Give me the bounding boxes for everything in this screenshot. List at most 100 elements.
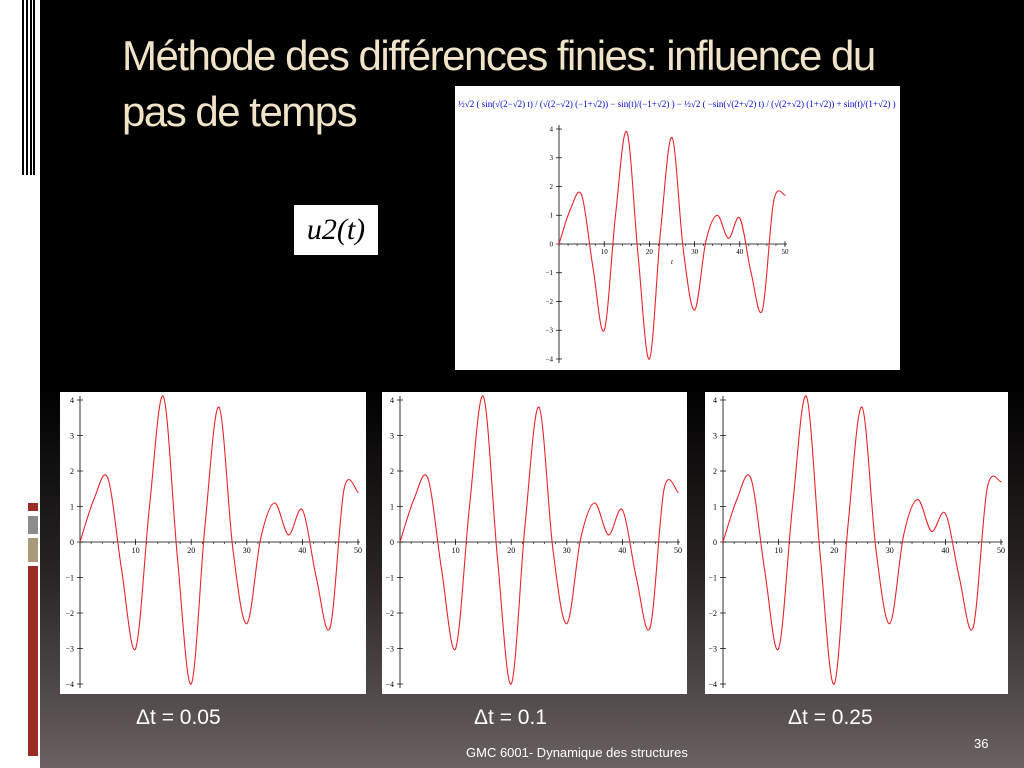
y-tick-label: 3 bbox=[550, 154, 554, 162]
y-tick-label: −4 bbox=[708, 680, 717, 689]
title-line-1: Méthode des différences finies: influenc… bbox=[122, 32, 876, 79]
title-line-2: pas de temps bbox=[122, 88, 358, 135]
y-tick-label: 4 bbox=[390, 396, 394, 405]
y-tick-label: −4 bbox=[546, 355, 554, 363]
data-point bbox=[569, 208, 571, 211]
data-point bbox=[677, 491, 679, 493]
data-point bbox=[329, 626, 331, 628]
data-point bbox=[510, 683, 512, 685]
data-point bbox=[930, 530, 933, 532]
data-point bbox=[468, 505, 471, 508]
y-tick-label: 0 bbox=[713, 538, 717, 547]
y-tick-label: 0 bbox=[390, 538, 394, 547]
y-tick-label: 3 bbox=[390, 431, 394, 440]
x-tick-label: 30 bbox=[886, 546, 894, 555]
data-point bbox=[660, 229, 662, 231]
data-point bbox=[861, 406, 863, 408]
data-point bbox=[190, 683, 192, 685]
data-point bbox=[784, 194, 786, 196]
y-tick-label: 4 bbox=[713, 396, 717, 405]
data-point bbox=[496, 555, 498, 557]
data-point bbox=[705, 240, 707, 242]
plot-panel-dt-025: 4 3 2 1 0 −1 −2 −3 −4 10 20 30 40 50 bbox=[705, 392, 1008, 694]
y-tick-label: −1 bbox=[385, 573, 394, 582]
data-point bbox=[805, 395, 807, 397]
label-dt-005: Δt = 0.05 bbox=[136, 706, 221, 729]
x-tick-label: 20 bbox=[830, 546, 838, 555]
x-tick-label: 10 bbox=[452, 546, 460, 555]
series-line bbox=[79, 395, 359, 685]
accent-bar-tan bbox=[28, 538, 38, 562]
y-tick-label: −2 bbox=[708, 609, 717, 618]
x-tick-label: 50 bbox=[997, 546, 1005, 555]
y-tick-label: −1 bbox=[65, 573, 74, 582]
accent-bar-red-top bbox=[28, 503, 38, 511]
y-tick-label: −3 bbox=[65, 644, 74, 653]
y-tick-label: −3 bbox=[385, 644, 394, 653]
data-point bbox=[986, 488, 988, 490]
series-line bbox=[722, 395, 1002, 685]
data-point bbox=[663, 488, 665, 490]
y-tick-label: 4 bbox=[70, 396, 74, 405]
data-point bbox=[538, 406, 540, 408]
x-axis-label: t bbox=[671, 258, 674, 266]
x-tick-label: 30 bbox=[563, 546, 571, 555]
data-point bbox=[441, 569, 443, 571]
data-point bbox=[614, 214, 617, 216]
data-point bbox=[176, 555, 178, 557]
data-point bbox=[635, 576, 637, 579]
accent-bar-red-long bbox=[28, 566, 38, 756]
data-point bbox=[607, 534, 610, 536]
y-tick-label: 2 bbox=[70, 467, 74, 476]
page-number: 36 bbox=[974, 736, 989, 751]
data-point bbox=[357, 491, 359, 493]
analytic-plot-panel: ½√2 ( sin(√(2−√2) t) / (√(2−√2) (−1+√2))… bbox=[455, 86, 900, 370]
data-point bbox=[558, 243, 560, 245]
data-point bbox=[315, 576, 317, 579]
data-point bbox=[773, 200, 775, 202]
y-tick-label: 1 bbox=[390, 502, 394, 511]
data-point bbox=[287, 534, 290, 536]
y-tick-label: 2 bbox=[550, 183, 554, 191]
data-point bbox=[944, 513, 946, 515]
slide-title: Méthode des différences finies: influenc… bbox=[122, 28, 1002, 140]
data-point bbox=[727, 237, 730, 239]
data-point bbox=[93, 498, 95, 500]
data-point bbox=[246, 623, 248, 625]
data-point bbox=[671, 137, 673, 139]
data-point bbox=[581, 194, 583, 196]
series-line bbox=[399, 395, 679, 685]
data-point bbox=[204, 523, 206, 525]
data-point bbox=[455, 647, 457, 650]
data-point bbox=[413, 498, 415, 500]
y-tick-label: 2 bbox=[390, 467, 394, 476]
data-point bbox=[107, 477, 109, 479]
data-point bbox=[552, 548, 554, 550]
y-tick-label: −2 bbox=[65, 609, 74, 618]
x-tick-label: 50 bbox=[782, 248, 790, 256]
x-tick-label: 30 bbox=[243, 546, 251, 555]
data-point bbox=[626, 131, 628, 133]
series-line bbox=[558, 131, 786, 360]
function-label: u2(t) bbox=[294, 205, 378, 255]
accent-bar-gray bbox=[28, 516, 38, 534]
y-tick-label: 3 bbox=[713, 431, 717, 440]
data-point bbox=[482, 395, 484, 397]
data-point bbox=[1000, 481, 1002, 483]
data-point bbox=[750, 477, 752, 479]
data-point bbox=[791, 505, 794, 508]
y-tick-label: −4 bbox=[385, 680, 394, 689]
x-tick-label: 10 bbox=[775, 546, 783, 555]
data-point bbox=[232, 548, 234, 550]
y-tick-label: −3 bbox=[708, 644, 717, 653]
data-point bbox=[621, 509, 623, 511]
data-point bbox=[761, 309, 763, 311]
y-tick-label: −2 bbox=[385, 609, 394, 618]
y-tick-label: −4 bbox=[65, 680, 74, 689]
data-point bbox=[148, 505, 151, 508]
y-tick-label: −1 bbox=[708, 573, 717, 582]
data-point bbox=[121, 569, 123, 571]
x-tick-label: 10 bbox=[601, 248, 609, 256]
